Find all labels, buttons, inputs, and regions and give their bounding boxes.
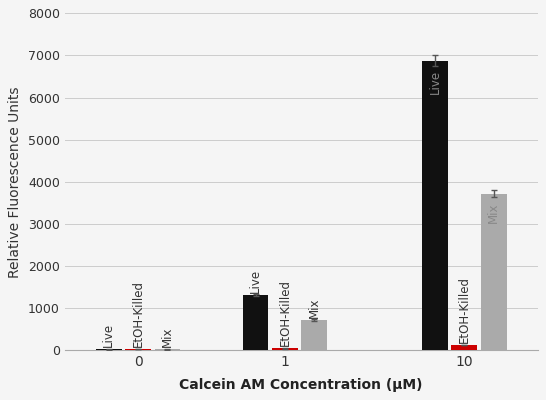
Text: Mix: Mix [487, 202, 500, 223]
Bar [125, 349, 151, 350]
Text: Mix: Mix [308, 297, 321, 318]
Text: EtOH-Killed: EtOH-Killed [278, 279, 292, 346]
Text: Live: Live [429, 69, 441, 94]
Bar [96, 349, 122, 350]
Text: Live: Live [102, 323, 115, 347]
Text: Mix: Mix [161, 327, 174, 347]
Bar [422, 61, 448, 350]
Bar [242, 295, 269, 350]
Y-axis label: Relative Fluorescence Units: Relative Fluorescence Units [8, 86, 22, 278]
Bar [272, 348, 298, 350]
Bar [452, 345, 477, 350]
Text: Live: Live [249, 269, 262, 293]
Bar [155, 349, 180, 350]
Text: EtOH-Killed: EtOH-Killed [132, 280, 145, 347]
Bar [301, 320, 327, 350]
X-axis label: Calcein AM Concentration (μM): Calcein AM Concentration (μM) [180, 378, 423, 392]
Bar [480, 194, 507, 350]
Text: EtOH-Killed: EtOH-Killed [458, 276, 471, 343]
